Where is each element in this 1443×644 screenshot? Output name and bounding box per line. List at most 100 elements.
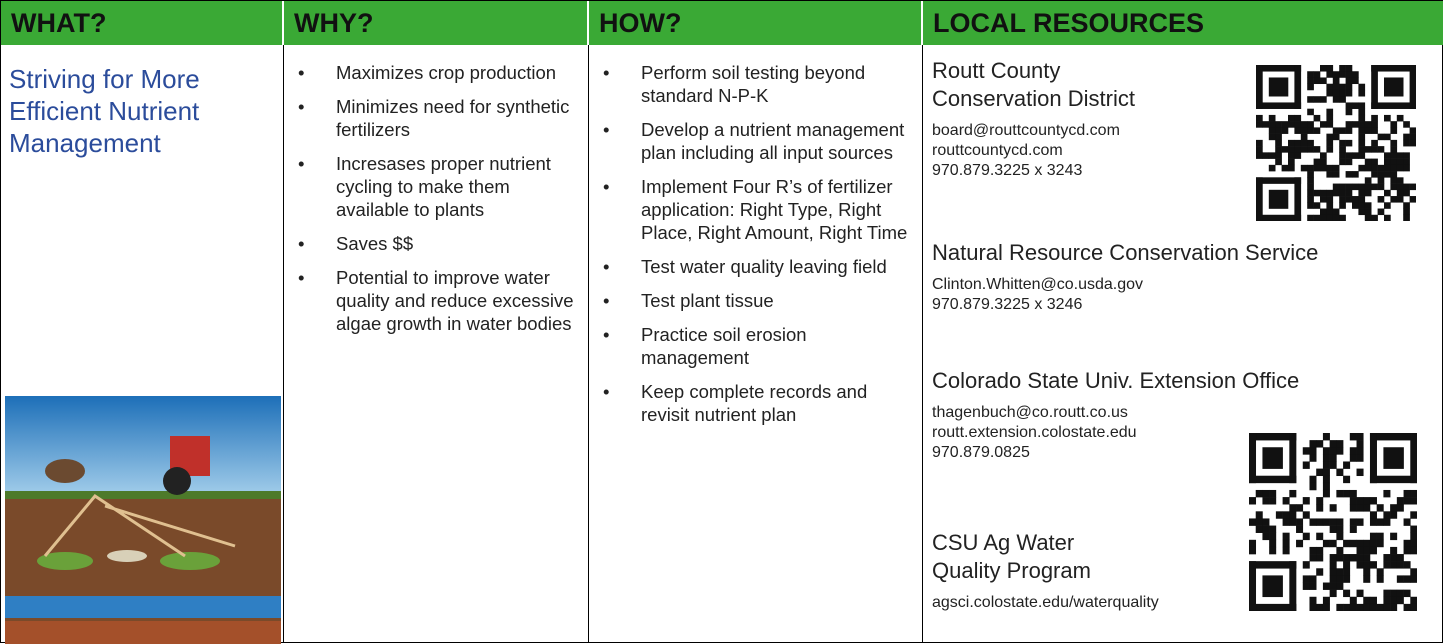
qr-module (1339, 215, 1346, 221)
qr-module (1371, 65, 1378, 109)
qr-module (1404, 497, 1411, 504)
qr-module (1330, 561, 1337, 568)
qr-module (1333, 77, 1340, 84)
qr-module (1350, 497, 1357, 504)
qr-module (1378, 177, 1385, 184)
bullet-item: Develop a nutrient management plan inclu… (589, 118, 909, 164)
qr-module (1378, 209, 1385, 216)
qr-module (1316, 547, 1323, 554)
qr-module (1384, 115, 1391, 122)
qr-module (1404, 590, 1411, 597)
qr-module (1320, 96, 1327, 103)
qr-module (1333, 96, 1340, 103)
header-cell: WHY? (284, 1, 589, 45)
qr-module (1371, 184, 1378, 191)
qr-module (1390, 597, 1397, 604)
bullet-item: Saves $$ (284, 232, 574, 255)
qr-module (1314, 159, 1321, 166)
qr-module (1410, 433, 1417, 483)
qr-module (1339, 184, 1346, 191)
qr-module (1336, 447, 1343, 454)
qr-module (1371, 121, 1378, 128)
qr-module (1309, 483, 1316, 490)
qr-module (1336, 554, 1343, 561)
qr-module (1390, 165, 1397, 172)
qr-module (1365, 177, 1372, 184)
qr-module (1358, 202, 1365, 209)
qr-module (1390, 140, 1397, 147)
qr-module (1363, 554, 1370, 561)
qr-module (1249, 561, 1296, 568)
qr-module (1336, 575, 1343, 582)
qr-module (1363, 604, 1370, 611)
qr-module (1323, 447, 1330, 454)
qr-module (1358, 146, 1365, 153)
qr-module (1323, 483, 1330, 490)
qr-module (1339, 84, 1346, 91)
qr-module (1384, 134, 1391, 141)
qr-module (1249, 540, 1256, 547)
qr-module (1307, 177, 1314, 184)
qr-module (1358, 115, 1365, 122)
qr-module (1343, 575, 1350, 582)
qr-module (1365, 159, 1372, 166)
qr-module (1307, 190, 1314, 197)
qr-module (1358, 165, 1365, 172)
qr-module (1370, 540, 1377, 547)
resource-line: 970.879.3225 x 3243 (932, 161, 1252, 181)
qr-module (1320, 209, 1327, 216)
qr-module (1249, 433, 1256, 483)
qr-module (1371, 146, 1378, 153)
qr-module (1352, 171, 1359, 178)
qr-module (1397, 597, 1404, 604)
qr-module (1256, 511, 1263, 518)
qr-module (1288, 121, 1295, 128)
qr-module (1346, 140, 1353, 147)
qr-module (1390, 504, 1397, 511)
qr-module (1397, 165, 1404, 172)
qr-module (1323, 490, 1330, 497)
qr-module (1309, 583, 1316, 590)
qr-module (1262, 575, 1282, 597)
qr-module (1365, 215, 1372, 221)
qr-module (1294, 115, 1301, 122)
qr-module (1294, 127, 1301, 134)
qr-module (1326, 215, 1333, 221)
qr-module (1370, 547, 1377, 554)
qr-module (1404, 604, 1411, 611)
qr-module (1294, 121, 1301, 128)
qr-module (1326, 171, 1333, 178)
qr-module (1365, 184, 1372, 191)
qr-module (1352, 152, 1359, 159)
qr-module (1294, 177, 1301, 221)
qr-module (1307, 202, 1314, 209)
qr-module (1316, 554, 1323, 561)
qr-module (1262, 497, 1269, 504)
qr-module (1269, 540, 1276, 547)
qr-module (1326, 109, 1333, 116)
qr-module (1383, 561, 1390, 568)
qr-module (1346, 121, 1353, 128)
qr-module (1358, 102, 1365, 109)
qr-module (1358, 121, 1365, 128)
qr-module (1339, 65, 1346, 72)
qr-module (1307, 184, 1314, 191)
resource-line: thagenbuch@co.routt.co.us (932, 403, 1432, 423)
qr-module (1289, 433, 1296, 483)
qr-module (1256, 177, 1301, 184)
qr-module (1314, 127, 1321, 134)
qr-module (1301, 165, 1308, 172)
qr-module (1309, 547, 1316, 554)
qr-module (1404, 575, 1411, 582)
qr-module (1303, 461, 1310, 468)
qr-module (1390, 547, 1397, 554)
qr-module (1282, 165, 1289, 172)
qr-module (1384, 165, 1391, 172)
qr-module (1307, 121, 1314, 128)
qr-module (1336, 533, 1343, 540)
qr-module (1350, 518, 1357, 525)
qr-module (1377, 540, 1384, 547)
bullet-item: Maximizes crop production (284, 61, 574, 84)
header-cell: LOCAL RESOURCES (923, 1, 1443, 45)
